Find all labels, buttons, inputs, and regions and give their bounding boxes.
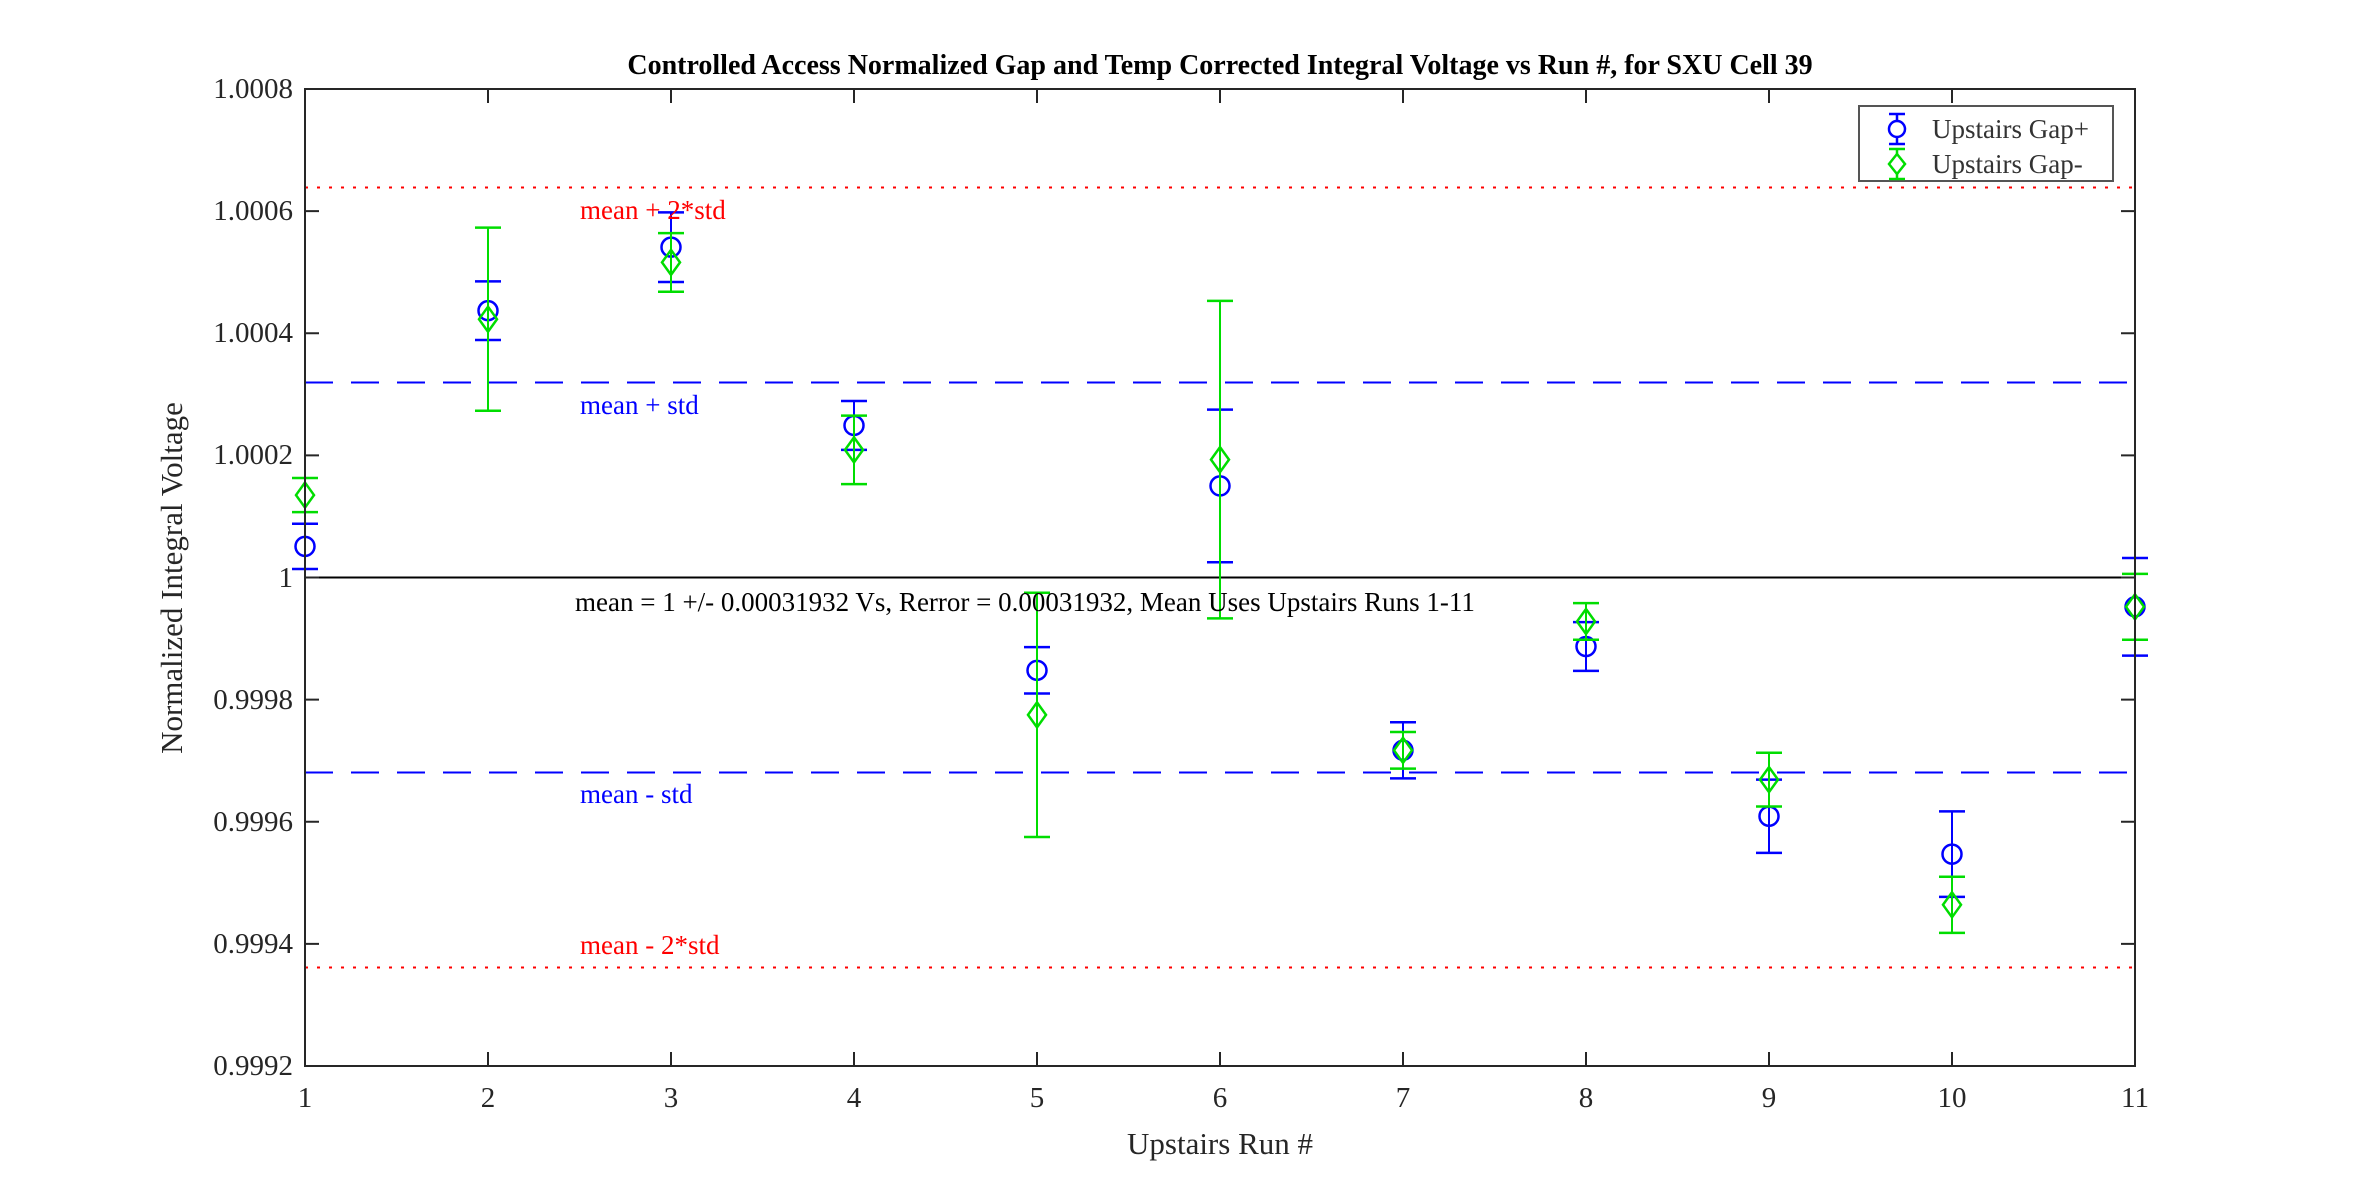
data-point-diamond-run-2 [477,304,499,334]
line-label-mean-plus-std: mean + std [580,389,699,420]
y-tick-label-4: 1 [278,561,294,594]
x-axis-label: Upstairs Run # [1127,1126,1313,1161]
x-tick-label-5: 5 [1029,1082,1045,1114]
line-label-mean-plus-2std: mean + 2*std [580,194,726,225]
data-point-diamond-run-3 [660,247,682,278]
x-tick-label-4: 4 [846,1082,862,1114]
line-label-mean-minus-2std: mean - 2*std [580,930,720,961]
data-point-diamond-run-5 [1026,700,1048,730]
x-tick-label-3: 3 [663,1082,679,1114]
legend-entry-gap-plus: Upstairs Gap+ [1860,111,2112,147]
data-point-circle-run-10 [1941,843,1963,865]
mean-annotation-text: mean = 1 +/- 0.00031932 Vs, Rerror = 0.0… [575,586,1475,617]
y-tick-label-2: 0.9996 [213,805,293,838]
legend-entry-gap-minus: Upstairs Gap- [1860,146,2112,182]
legend: Upstairs Gap+ Upstairs Gap- [1858,105,2114,182]
x-tick-label-6: 6 [1212,1082,1228,1114]
x-tick-label-10: 10 [1937,1082,1967,1114]
x-tick-label-11: 11 [2121,1082,2149,1114]
y-tick-label-7: 1.0006 [213,195,293,228]
chart-title: Controlled Access Normalized Gap and Tem… [627,50,1813,81]
x-tick-label-9: 9 [1761,1082,1777,1114]
y-tick-label-8: 1.0008 [213,73,293,105]
x-tick-label-1: 1 [297,1082,313,1114]
line-label-mean-minus-std: mean - std [580,779,693,810]
legend-marker-diamond-icon [1882,146,1912,187]
legend-label-gap-minus: Upstairs Gap- [1932,149,2083,179]
data-point-diamond-run-10 [1941,890,1963,920]
x-tick-label-2: 2 [480,1082,496,1114]
data-point-diamond-run-8 [1575,606,1597,637]
y-tick-label-6: 1.0004 [213,317,293,350]
y-tick-label-1: 0.9994 [213,927,293,960]
data-point-diamond-run-4 [843,435,865,465]
x-tick-label-8: 8 [1578,1082,1594,1114]
legend-label-gap-plus: Upstairs Gap+ [1932,114,2089,144]
data-point-diamond-run-7 [1392,735,1414,765]
data-point-diamond-run-6 [1209,445,1231,475]
y-tick-label-0: 0.9992 [213,1050,293,1082]
legend-marker-circle-icon [1882,111,1912,152]
x-tick-label-7: 7 [1395,1082,1411,1114]
data-point-diamond-run-9 [1758,764,1780,795]
y-tick-label-5: 1.0002 [213,439,293,472]
y-tick-label-3: 0.9998 [213,683,293,716]
